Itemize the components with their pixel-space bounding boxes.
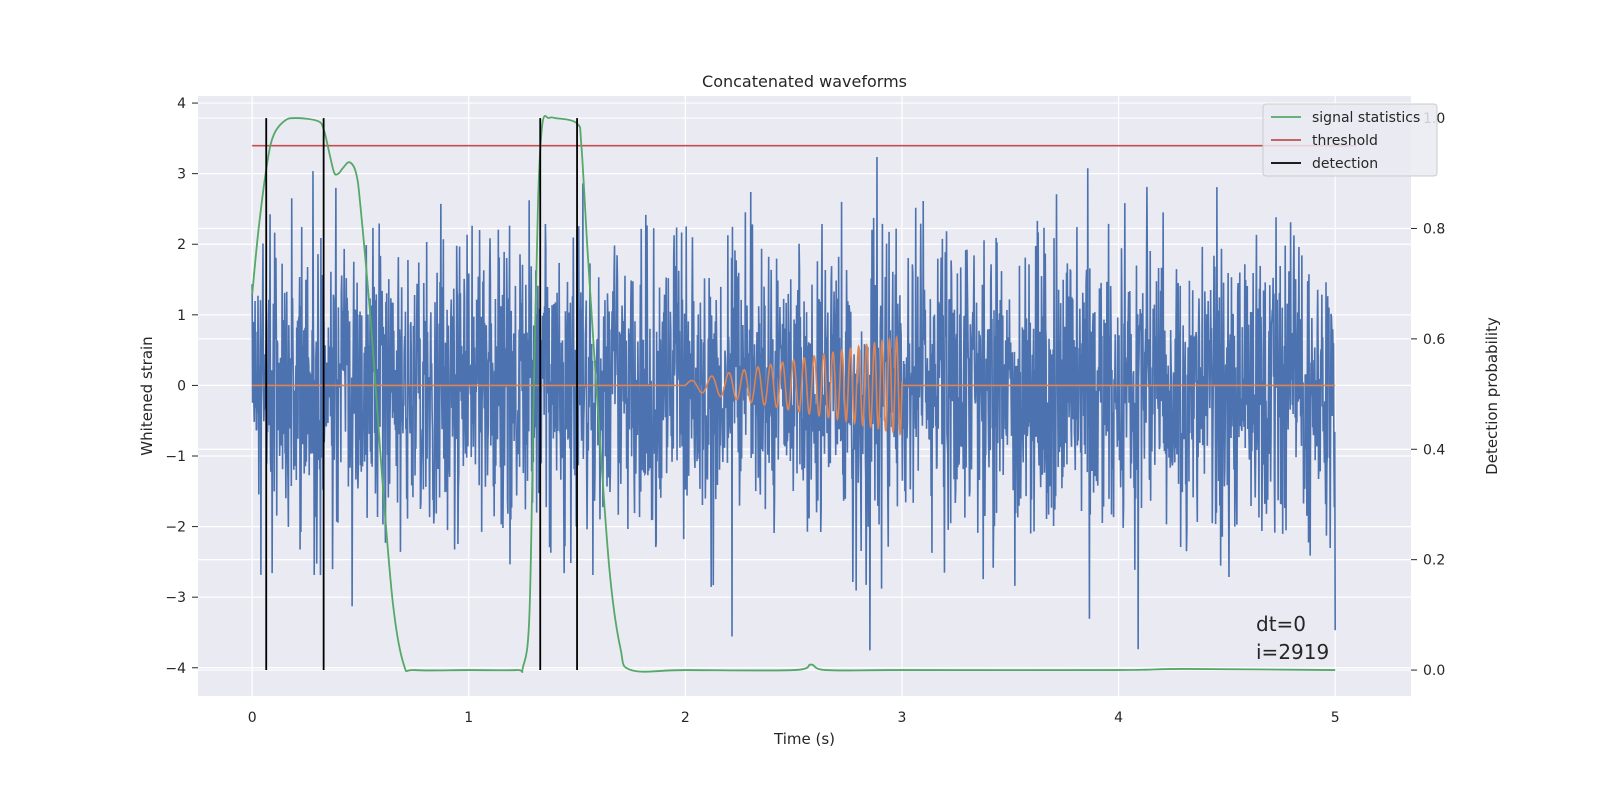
- y-tick-label: −1: [165, 449, 186, 465]
- annotation-dt: dt=0: [1256, 612, 1306, 636]
- x-axis-title: Time (s): [773, 730, 835, 748]
- chart-title: Concatenated waveforms: [702, 72, 907, 91]
- y2-axis-title: Detection probability: [1483, 317, 1501, 475]
- y-tick-label: 4: [177, 96, 186, 112]
- y2-tick-label: 0.2: [1423, 553, 1445, 569]
- x-tick-label: 5: [1331, 710, 1340, 726]
- legend-box: [1262, 103, 1438, 177]
- x-tick-label: 1: [464, 710, 473, 726]
- x-tick-label: 4: [1114, 710, 1123, 726]
- y2-tick-label: 0.6: [1423, 332, 1445, 348]
- series-layer: [251, 115, 1357, 673]
- y-axis-title: Whitened strain: [138, 336, 156, 455]
- y-tick-label: −3: [165, 590, 186, 606]
- y-tick-label: 0: [177, 378, 186, 394]
- y2-tick-label: 0.8: [1423, 221, 1445, 237]
- y-tick-label: −2: [165, 520, 186, 536]
- legend: signal statistics threshold detection: [1262, 103, 1438, 177]
- x-tick-label: 0: [248, 710, 257, 726]
- legend-label-detection: detection: [1312, 156, 1378, 172]
- x-tick-label: 2: [681, 710, 690, 726]
- chirp-waveform-line: [252, 334, 1336, 436]
- annotation-index: i=2919: [1256, 640, 1329, 664]
- y-tick-label: 1: [177, 308, 186, 324]
- y-tick-label: 3: [177, 167, 186, 183]
- y2-tick-label: 0.0: [1423, 663, 1445, 679]
- legend-label-signal-statistics: signal statistics: [1312, 110, 1420, 126]
- x-tick-label: 3: [898, 710, 907, 726]
- y-tick-label: 2: [177, 237, 186, 253]
- signal-statistics-line: [251, 115, 1336, 673]
- y-tick-label: −4: [165, 661, 186, 677]
- y2-tick-label: 0.4: [1423, 442, 1445, 458]
- legend-label-threshold: threshold: [1312, 133, 1378, 149]
- noise-series-line: [251, 157, 1336, 651]
